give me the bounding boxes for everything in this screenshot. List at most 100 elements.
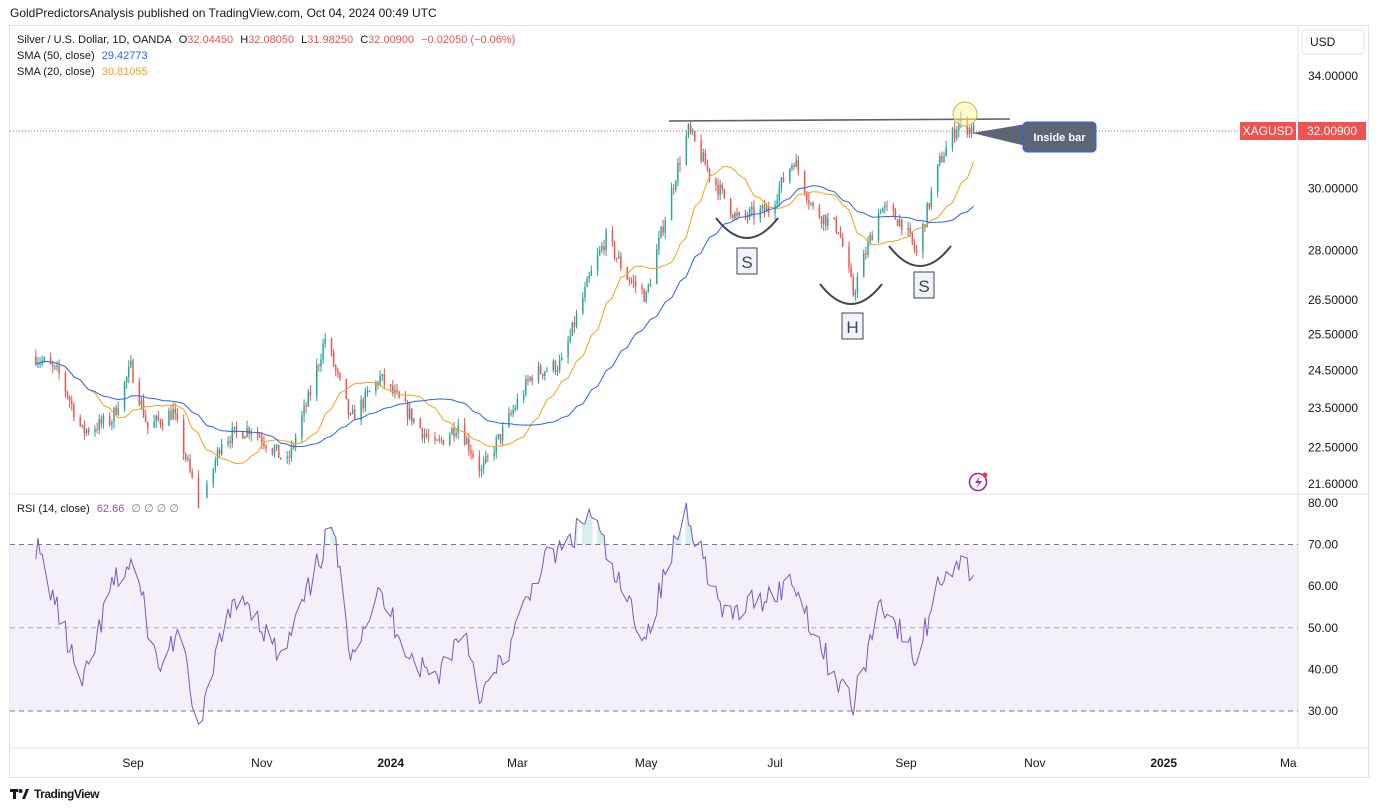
candle-body [52,364,54,367]
candle-body [700,140,702,162]
footer-brand[interactable]: TradingView [10,787,99,801]
rsi-overbought-fill [687,524,690,545]
candle-body [603,245,605,251]
candle-body [751,207,753,210]
candle-body [510,413,512,415]
candle-body [664,220,666,233]
candle-body [643,289,645,302]
candle-body [810,203,812,205]
time-tick-label: Sep [122,756,144,770]
candle-body [263,442,265,446]
candle-body [803,171,806,193]
candle-body [911,232,914,243]
left-shoulder-arc[interactable] [715,217,779,239]
candle-body [922,224,924,253]
symbol-tag [1240,122,1296,140]
inside-bar-callout[interactable] [1022,121,1097,153]
candle-body [457,425,459,434]
rsi-overbought-fill [689,526,692,545]
inside-bar-callout-text: Inside bar [1034,132,1087,144]
candle-body [852,276,854,296]
candle-body [871,234,873,241]
candle-body [330,339,333,352]
head-arc[interactable] [819,283,883,305]
candle-body [972,125,975,134]
left-shoulder-label-box[interactable] [736,247,758,275]
rsi-overbought-fill [679,532,682,545]
currency-button[interactable] [1301,29,1365,55]
legend-rsi-row[interactable]: RSI (14, close) 62.66 ∅ ∅ ∅ ∅ [17,502,183,515]
candle-body [501,426,504,441]
candle-body [763,205,766,212]
candle-body [556,369,559,372]
candle-body [825,214,827,226]
candle-body [761,205,764,209]
candle-body [596,254,599,271]
left-shoulder-label: S [741,253,752,272]
price-tick-label: 28.00000 [1308,244,1358,258]
candle-body [782,177,785,183]
right-shoulder-arc[interactable] [888,245,952,267]
candle-body [863,253,865,278]
candle-body [482,462,485,469]
right-shoulder-label-box[interactable] [913,271,935,299]
moving-averages [35,161,975,465]
legend-sma20-row[interactable]: SMA (20, close) 30.81055 [17,66,152,78]
publisher-header: GoldPredictorsAnalysis published on Trad… [10,6,437,20]
candle-body [438,439,440,441]
candle-body [833,217,835,219]
candle-body [896,219,899,226]
sma50-line [35,185,974,448]
head-label-box[interactable] [841,312,864,340]
legend-rsi-label: RSI (14, close) [17,503,90,515]
candle-body [316,365,318,396]
time-tick-label: Mar [507,756,528,770]
candle-body [286,456,288,459]
candle-body [841,237,844,247]
candle-body [516,399,519,409]
time-tick-label: May [635,756,658,770]
candle-body [35,356,37,365]
candle-body [588,275,590,279]
candle-body [892,205,895,211]
candle-body [427,435,430,438]
rsi-tick-label: 50.00 [1308,621,1338,635]
candle-body [537,365,540,381]
candle-body [715,178,717,186]
candle-body [322,343,324,360]
candle-body [675,181,677,190]
legend-sma50-row[interactable]: SMA (50, close) 29.42773 [17,50,152,62]
neckline-annotation[interactable] [668,118,1011,122]
legend-symbol-row[interactable]: Silver / U.S. Dollar, 1D, OANDA O32.0445… [17,34,519,46]
candle-body [71,401,73,405]
legend-low: L31.98250 [301,34,354,46]
candle-body [290,445,293,458]
rsi-overbought-fill [691,539,694,545]
rsi-overbought-fill [598,530,601,545]
rsi-overbought-fill [332,532,335,545]
candle-body [886,205,888,207]
candle-body [113,407,115,423]
candle-body [271,448,274,454]
symbol-tag-text: XAGUSD [1243,124,1294,138]
candle-body [185,453,187,460]
currency-label: USD [1310,35,1336,49]
candle-body [265,445,267,449]
candle-body [738,212,740,216]
candle-body [670,188,673,221]
flash-icon[interactable] [968,472,988,492]
inside-bar-circle[interactable] [952,101,978,127]
candle-body [620,256,622,269]
candle-body [487,455,489,457]
candle-body [277,444,280,458]
candle-body [231,428,234,443]
rsi-overbought-fill [324,529,327,545]
chart-frame[interactable] [9,25,1369,778]
candle-body [539,365,542,374]
candle-body [140,400,143,405]
candle-body [780,177,783,188]
candle-body [451,427,453,435]
candle-body [161,424,164,426]
candle-body [125,376,128,383]
